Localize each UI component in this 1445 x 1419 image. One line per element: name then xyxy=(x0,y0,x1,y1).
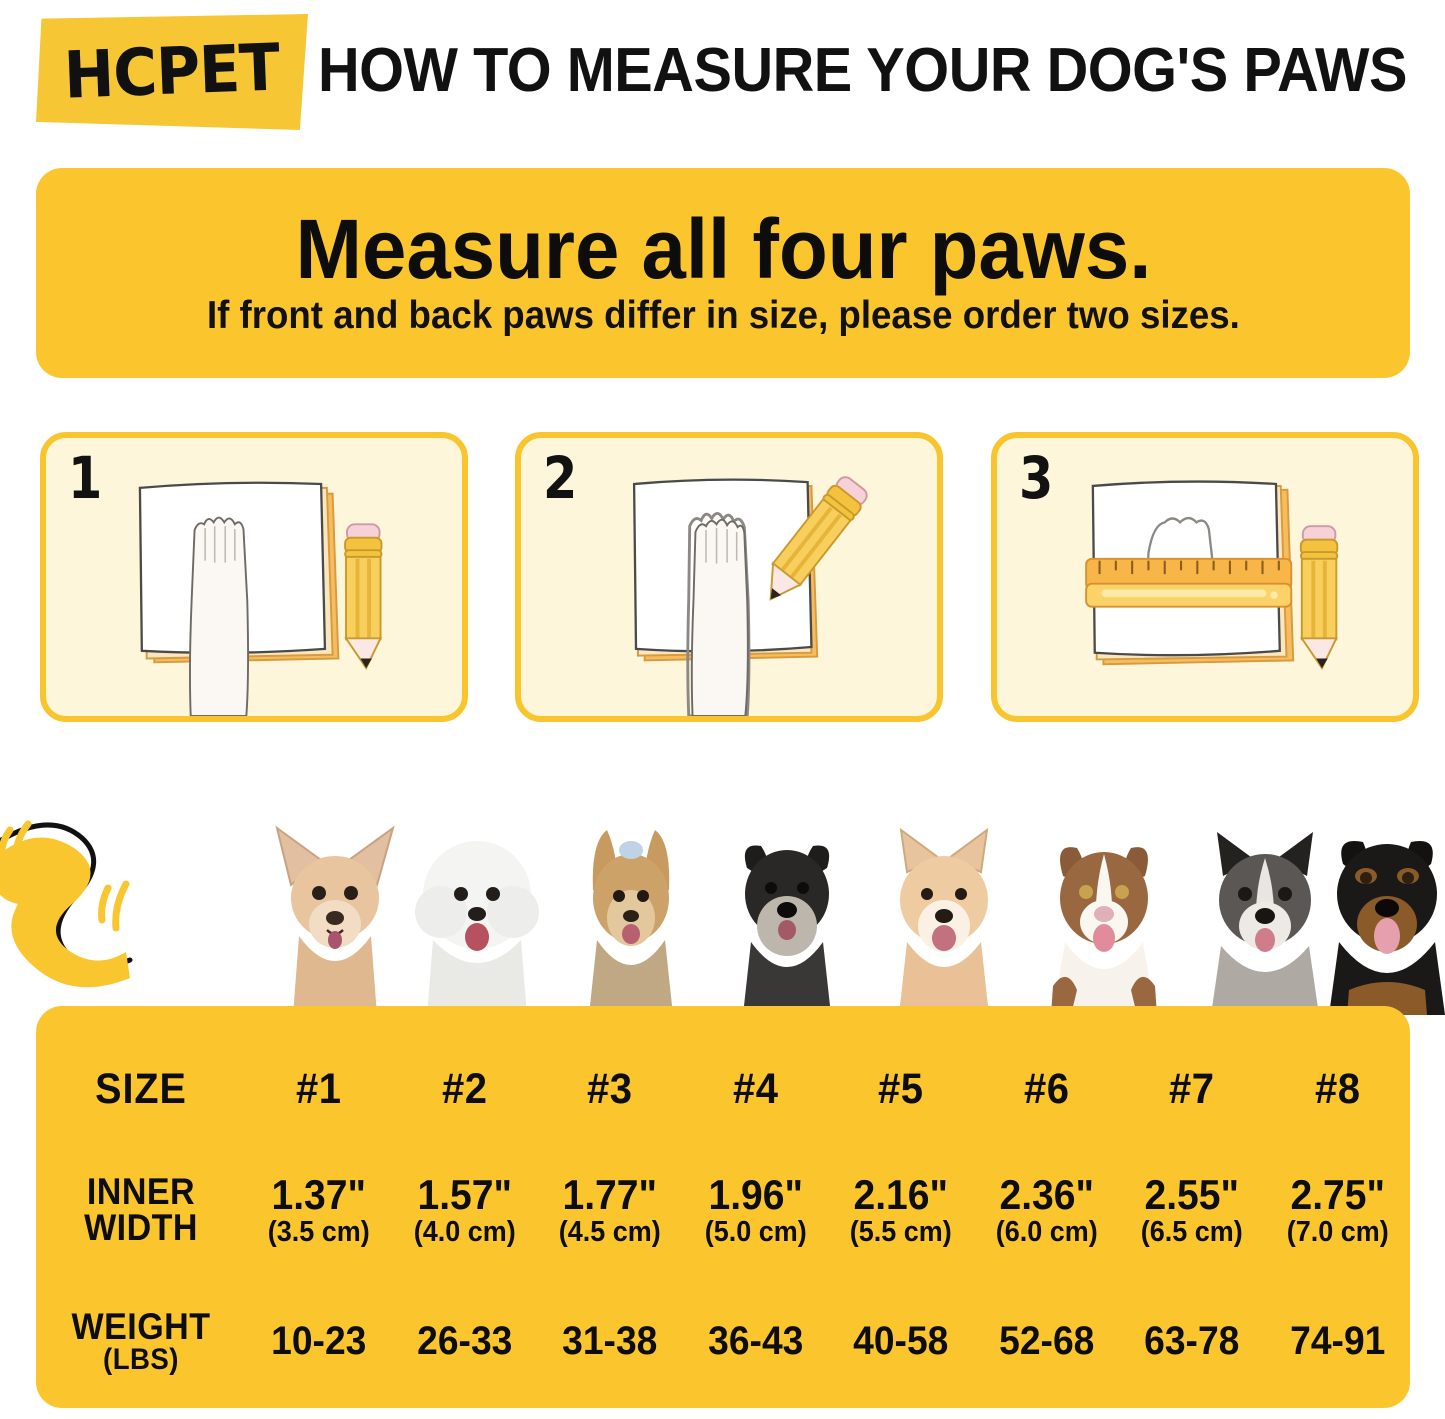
dog-alaskan-malamute xyxy=(1211,832,1319,1015)
inner-width-cm: (5.0 cm) xyxy=(704,1216,807,1249)
weight-cell: 40-58 xyxy=(853,1318,949,1363)
ruler-icon xyxy=(1085,557,1293,608)
banner-headline: Measure all four paws. xyxy=(295,201,1151,296)
banner-subtext: If front and back paws differ in size, p… xyxy=(206,294,1240,338)
inner-width-inches: 1.37" xyxy=(271,1170,367,1218)
page-title: HOW TO MEASURE YOUR DOG'S PAWS xyxy=(318,35,1408,105)
dog-bichon-frise xyxy=(415,841,539,1015)
size-cell: #6 xyxy=(1023,1064,1069,1113)
size-cell: #8 xyxy=(1314,1064,1360,1113)
row-label-line1: INNER xyxy=(86,1170,196,1212)
inner-width-cells: 1.37" (3.5 cm) 1.57" (4.0 cm) 1.77" (4.5… xyxy=(246,1170,1410,1249)
pencil-icon xyxy=(769,476,868,601)
inner-width-inches: 1.57" xyxy=(416,1170,512,1218)
weight-cell: 63-78 xyxy=(1144,1318,1240,1363)
row-label-inner-width: INNER WIDTH xyxy=(44,1170,237,1248)
step-card-1: 1 xyxy=(40,432,468,722)
inner-width-inches: 2.36" xyxy=(998,1170,1094,1218)
inner-width-cell: 1.77" (4.5 cm) xyxy=(542,1170,677,1249)
pencil-icon xyxy=(1299,525,1339,670)
step-card-2: 2 xyxy=(515,432,943,722)
dog-shiba-inu xyxy=(899,827,989,1015)
weight-cell: 36-43 xyxy=(707,1318,803,1363)
weight-cells: 10-23 26-33 31-38 36-43 40-58 52-68 63-7… xyxy=(246,1319,1410,1364)
row-label-line2: WIDTH xyxy=(84,1207,198,1248)
size-cell: #5 xyxy=(878,1064,924,1113)
dog-breed-strip xyxy=(275,825,1445,1015)
step-number: 2 xyxy=(543,444,578,512)
decorative-blob xyxy=(0,820,133,988)
inner-width-cm: (6.0 cm) xyxy=(995,1216,1098,1249)
row-label-size: SIZE xyxy=(95,1064,187,1113)
row-label-weight: WEIGHT (LBS) xyxy=(44,1308,237,1375)
size-cell: #1 xyxy=(296,1064,342,1113)
inner-width-cm: (6.5 cm) xyxy=(1140,1216,1243,1249)
brand-logo-text: HCPET xyxy=(63,30,281,114)
size-chart-table: SIZE #1 #2 #3 #4 #5 #6 #7 #8 INNER WIDTH… xyxy=(36,1006,1410,1408)
inner-width-inches: 2.55" xyxy=(1144,1170,1240,1218)
step-3-illustration xyxy=(1085,480,1339,670)
inner-width-cell: 1.96" (5.0 cm) xyxy=(688,1170,823,1249)
step-1-illustration xyxy=(138,481,383,716)
weight-cell: 31-38 xyxy=(562,1318,658,1363)
inner-width-cm: (3.5 cm) xyxy=(267,1216,370,1249)
pencil-icon xyxy=(344,523,383,670)
step-number: 3 xyxy=(1019,444,1054,512)
table-row-inner-width: INNER WIDTH 1.37" (3.5 cm) 1.57" (4.0 cm… xyxy=(36,1154,1410,1266)
dog-schnauzer xyxy=(743,845,831,1015)
dog-rottweiler xyxy=(1329,840,1445,1015)
size-cell: #2 xyxy=(441,1064,487,1113)
inner-width-cm: (5.5 cm) xyxy=(849,1216,952,1249)
page-header: HCPET HOW TO MEASURE YOUR DOG'S PAWS xyxy=(0,0,1445,150)
dog-australian-shepherd xyxy=(1051,847,1157,1015)
weight-cell: 74-91 xyxy=(1289,1318,1385,1363)
dog-yorkshire-terrier xyxy=(589,830,673,1015)
inner-width-cell: 1.37" (3.5 cm) xyxy=(251,1170,386,1249)
inner-width-inches: 2.75" xyxy=(1289,1170,1385,1218)
size-cell: #3 xyxy=(587,1064,633,1113)
inner-width-cell: 2.75" (7.0 cm) xyxy=(1270,1170,1405,1249)
row-label-line1: WEIGHT xyxy=(71,1305,211,1347)
inner-width-inches: 2.16" xyxy=(853,1170,949,1218)
weight-cell: 52-68 xyxy=(998,1318,1094,1363)
inner-width-inches: 1.77" xyxy=(562,1170,658,1218)
step-2-illustration xyxy=(632,476,868,716)
size-cell: #7 xyxy=(1169,1064,1215,1113)
inner-width-cm: (4.5 cm) xyxy=(558,1216,661,1249)
size-cell: #4 xyxy=(732,1064,778,1113)
row-label-line2: (LBS) xyxy=(103,1342,179,1376)
inner-width-cell: 2.55" (6.5 cm) xyxy=(1124,1170,1259,1249)
instruction-banner: Measure all four paws. If front and back… xyxy=(36,168,1410,378)
weight-cell: 10-23 xyxy=(271,1318,367,1363)
step-number: 1 xyxy=(68,444,103,512)
step-card-3: 3 xyxy=(991,432,1419,722)
inner-width-cell: 1.57" (4.0 cm) xyxy=(397,1170,532,1249)
brand-logo-badge: HCPET xyxy=(36,14,308,130)
size-cells: #1 #2 #3 #4 #5 #6 #7 #8 xyxy=(246,1065,1410,1114)
inner-width-inches: 1.96" xyxy=(707,1170,803,1218)
inner-width-cm: (4.0 cm) xyxy=(413,1216,516,1249)
inner-width-cm: (7.0 cm) xyxy=(1286,1216,1389,1249)
inner-width-cell: 2.16" (5.5 cm) xyxy=(833,1170,968,1249)
table-row-size: SIZE #1 #2 #3 #4 #5 #6 #7 #8 xyxy=(36,1058,1410,1120)
dog-chihuahua xyxy=(275,825,395,1015)
weight-cell: 26-33 xyxy=(416,1318,512,1363)
table-row-weight: WEIGHT (LBS) 10-23 26-33 31-38 36-43 40-… xyxy=(36,1288,1410,1394)
inner-width-cell: 2.36" (6.0 cm) xyxy=(979,1170,1114,1249)
